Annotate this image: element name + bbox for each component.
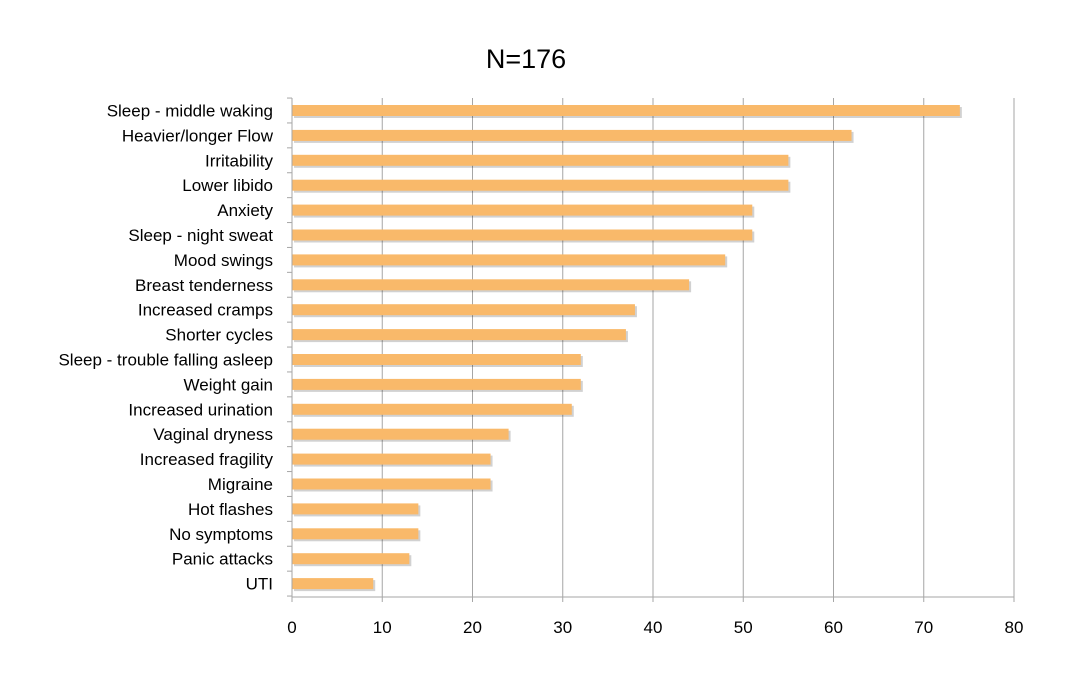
category-label-2: Irritability (205, 151, 274, 170)
category-label-13: Vaginal dryness (153, 425, 273, 444)
gridlines (381, 98, 1015, 597)
category-label-12: Increased urination (128, 400, 273, 419)
bar-10 (292, 354, 581, 365)
bar-12 (292, 403, 572, 415)
x-tick-label-20: 20 (463, 618, 482, 637)
bar-8 (292, 304, 635, 316)
bar-17 (292, 528, 419, 540)
bar-11 (292, 378, 581, 390)
x-tick-label-30: 30 (553, 618, 572, 637)
bar-19 (292, 578, 374, 590)
category-label-5: Sleep - night sweat (128, 226, 273, 245)
x-tick-label-40: 40 (644, 618, 663, 637)
bar-9 (292, 329, 626, 341)
category-label-18: Panic attacks (172, 550, 273, 569)
bar-18 (292, 553, 410, 565)
bar-4 (292, 204, 753, 216)
category-label-3: Lower libido (182, 176, 273, 195)
x-tick-label-50: 50 (734, 618, 753, 637)
bars (292, 105, 962, 592)
bar-2 (292, 154, 789, 166)
bar-1 (292, 129, 852, 141)
category-label-0: Sleep - middle waking (107, 102, 273, 121)
category-label-19: UTI (246, 575, 273, 594)
x-tick-label-80: 80 (1005, 618, 1024, 637)
category-label-7: Breast tenderness (135, 276, 273, 295)
category-label-6: Mood swings (174, 251, 273, 270)
x-tick-label-70: 70 (914, 618, 933, 637)
bar-7 (292, 279, 690, 291)
category-label-10: Sleep - trouble falling asleep (58, 351, 273, 370)
category-label-1: Heavier/longer Flow (122, 126, 274, 145)
x-tick-label-0: 0 (287, 618, 296, 637)
bar-14 (292, 453, 491, 465)
x-tick-labels: 0 10 20 30 40 50 60 70 80 (287, 618, 1023, 637)
category-labels: Sleep - middle waking Heavier/longer Flow… (58, 102, 273, 594)
bar-5 (292, 229, 753, 241)
category-label-11: Weight gain (184, 375, 273, 394)
bar-6 (292, 254, 726, 266)
axes (287, 97, 1015, 602)
x-tick-label-60: 60 (824, 618, 843, 637)
chart-title: N=176 (485, 44, 567, 74)
bar-13 (292, 428, 509, 440)
bar-16 (292, 503, 419, 515)
bar-3 (292, 179, 789, 191)
bar-15 (292, 478, 491, 490)
category-label-16: Hot flashes (188, 500, 273, 519)
bar-0 (292, 105, 960, 116)
category-label-9: Shorter cycles (165, 326, 273, 345)
category-label-17: No symptoms (169, 525, 273, 544)
category-label-4: Anxiety (217, 201, 273, 220)
category-label-8: Increased cramps (138, 301, 273, 320)
x-tick-label-10: 10 (373, 618, 392, 637)
category-label-15: Migraine (208, 475, 273, 494)
category-label-14: Increased fragility (140, 450, 274, 469)
